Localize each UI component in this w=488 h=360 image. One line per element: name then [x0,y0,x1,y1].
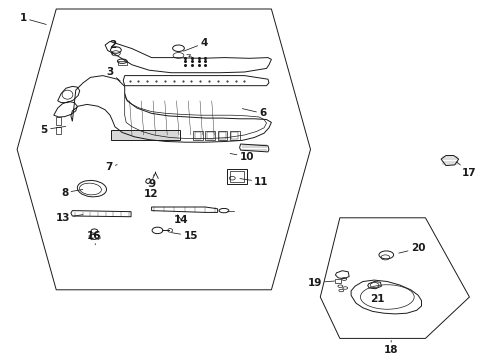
Text: 4: 4 [183,38,207,51]
Bar [206,132,213,139]
Bar [334,279,340,283]
Text: 8: 8 [61,188,82,198]
Bar [217,131,227,140]
Text: 1: 1 [20,13,46,24]
Bar [56,117,61,125]
Bar [118,61,126,65]
Bar [56,127,61,134]
Bar [194,132,201,139]
Bar [193,131,203,140]
Text: 13: 13 [56,213,82,223]
Text: 14: 14 [173,215,188,225]
Text: 7: 7 [105,162,117,172]
Bar [229,171,244,182]
Text: 9: 9 [148,175,155,189]
Bar [229,131,239,140]
Text: 17: 17 [456,162,476,178]
Text: 6: 6 [242,108,266,118]
Bar [205,131,215,140]
Bar [231,132,238,139]
Text: 20: 20 [398,243,425,253]
Bar [227,169,246,184]
Text: 15: 15 [171,231,198,241]
Text: 2: 2 [109,40,116,55]
Text: 10: 10 [230,152,254,162]
Text: 5: 5 [41,125,65,135]
Text: 18: 18 [383,341,398,355]
Text: 12: 12 [144,185,159,199]
Text: 21: 21 [369,294,384,304]
Text: 11: 11 [240,177,268,187]
Text: 16: 16 [87,231,102,245]
Text: 3: 3 [106,67,120,81]
Text: 19: 19 [307,278,334,288]
Bar [219,132,225,139]
